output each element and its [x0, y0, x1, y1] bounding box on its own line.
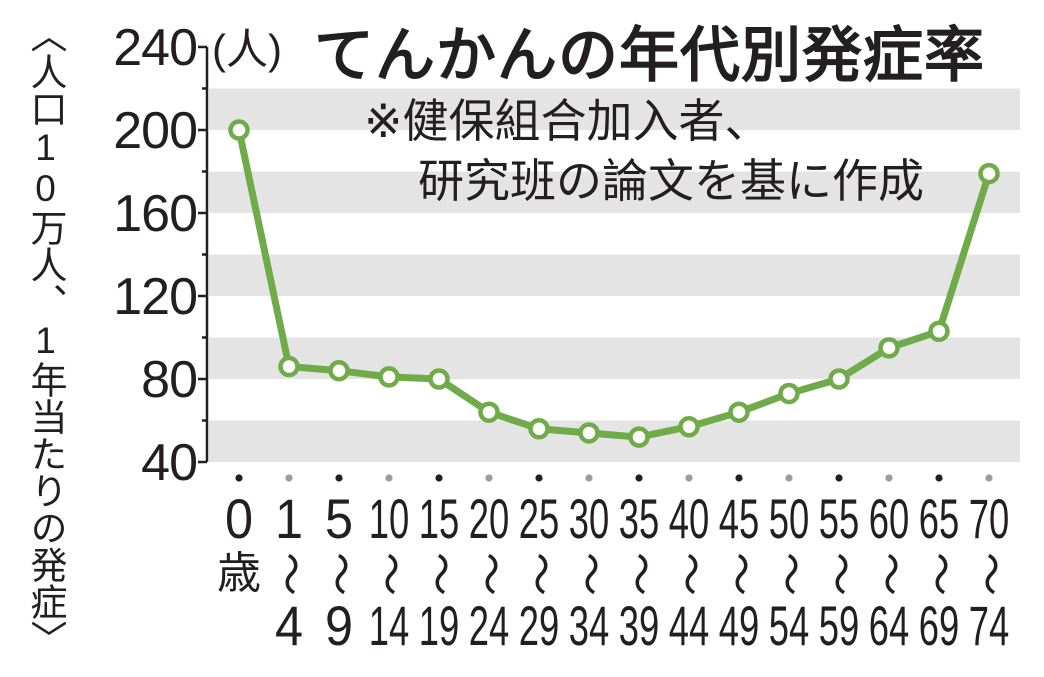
x-tick-dot	[785, 474, 793, 482]
x-tick-dot	[935, 474, 943, 482]
x-tick-label: 65 〜 69	[915, 487, 964, 657]
x-tick-label: 45 〜 49	[715, 487, 764, 657]
x-tick-label: 25 〜 29	[515, 487, 564, 657]
data-point	[928, 320, 950, 343]
data-point	[278, 355, 300, 378]
x-tick-label: 50 〜 54	[765, 487, 814, 657]
x-tick-label: 70 〜 74	[965, 487, 1014, 657]
data-point	[978, 162, 1000, 185]
x-tick-label: 55 〜 59	[815, 487, 864, 657]
x-tick-dot	[885, 474, 893, 482]
x-tick-dot	[985, 474, 993, 482]
x-tick-label: 20 〜 24	[465, 487, 514, 657]
x-tick-dot	[685, 474, 693, 482]
grid-band	[209, 88, 1020, 130]
x-tick-dot	[585, 474, 593, 482]
data-point	[228, 119, 250, 141]
x-tick-dot	[435, 474, 443, 482]
data-points	[228, 119, 1000, 448]
data-point	[828, 368, 850, 390]
x-tick-label: 35 〜 39	[615, 487, 664, 657]
data-point	[578, 422, 600, 444]
x-tick-dot	[335, 474, 343, 482]
y-tick-label: 160	[113, 185, 198, 243]
data-point	[628, 426, 650, 448]
y-axis-ticks	[198, 45, 207, 464]
data-point	[478, 401, 500, 423]
data-point	[328, 359, 350, 382]
y-axis-title: 〈人口10万人、1年当たりの発症〉	[25, 16, 66, 657]
y-tick-label: 40	[141, 434, 198, 492]
data-point	[678, 415, 700, 438]
y-tick-label: 80	[141, 351, 198, 409]
source-note-line-2: 研究班の論文を基に作成	[418, 155, 924, 207]
y-axis-unit: (人)	[212, 26, 282, 73]
x-tick-label: 30 〜 34	[565, 487, 614, 657]
x-tick-label: 60 〜 64	[865, 487, 914, 657]
chart-title: てんかんの年代別発症率	[314, 22, 985, 89]
x-tick-dot	[285, 474, 293, 482]
grid-band	[209, 171, 1020, 213]
series-line	[235, 126, 993, 441]
grid-band	[209, 420, 1020, 462]
x-tick-dot	[635, 474, 643, 482]
data-point	[428, 368, 450, 390]
x-tick-dot	[835, 474, 843, 482]
data-point	[378, 366, 400, 388]
x-tick-dot	[485, 474, 493, 482]
x-tick-dot	[535, 474, 543, 482]
x-tick-label: 10 〜 14	[365, 487, 414, 657]
data-point	[728, 401, 750, 423]
x-tick-label: 1 〜 4	[265, 487, 314, 657]
y-tick-label: 240	[113, 19, 198, 77]
y-tick-label: 200	[113, 102, 198, 160]
x-tick-dot	[385, 474, 393, 482]
source-note-line-1: ※健保組合加入者、	[364, 95, 771, 147]
x-tick-dot	[235, 474, 243, 482]
data-point	[528, 418, 550, 440]
data-point	[878, 337, 900, 359]
x-axis-dots	[235, 474, 993, 482]
data-point	[778, 382, 800, 405]
x-tick-label: 15 〜 19	[415, 487, 464, 657]
x-tick-label: 40 〜 44	[665, 487, 714, 657]
y-tick-label: 120	[113, 268, 198, 326]
grid-band	[209, 254, 1020, 296]
x-tick-label: 5 〜 9	[315, 487, 364, 657]
x-tick-dot	[735, 474, 743, 482]
